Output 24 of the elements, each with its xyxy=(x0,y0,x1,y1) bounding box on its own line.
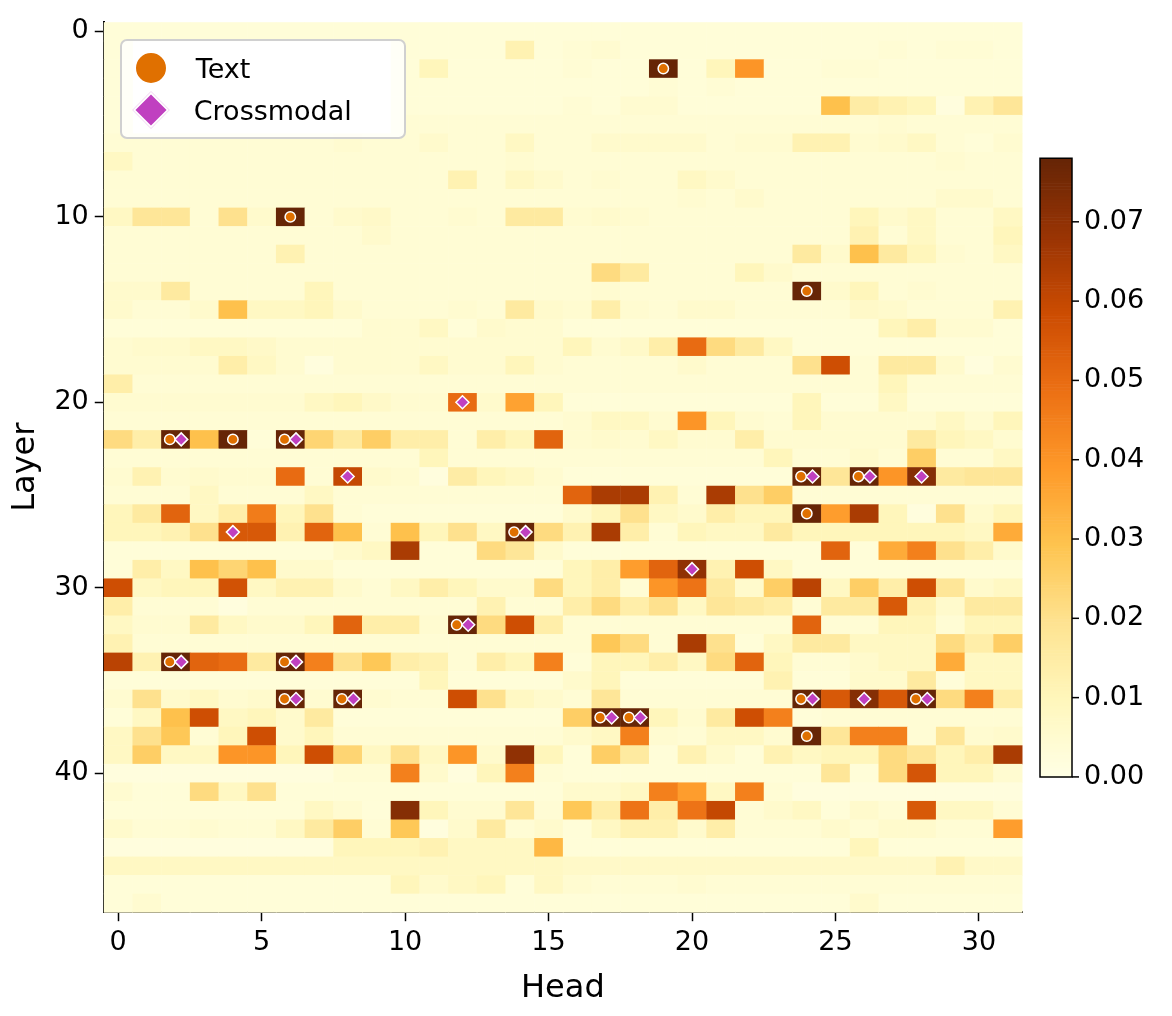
y-tick-label: 20 xyxy=(54,384,89,416)
color-bar-label: 0.00 xyxy=(1084,758,1145,790)
x-tick-label: 0 xyxy=(109,925,127,957)
x-tick-label: 10 xyxy=(387,925,423,957)
x-tick-label: 25 xyxy=(818,925,853,957)
y-tick-label: 30 xyxy=(54,569,89,601)
x-tick-label: 30 xyxy=(961,925,997,957)
x-axis-title: Head xyxy=(521,967,605,1006)
color-bar-label: 0.05 xyxy=(1084,362,1145,394)
y-axis-title: Layer xyxy=(3,421,42,512)
x-tick-label: 5 xyxy=(252,925,271,957)
x-tick-label: 15 xyxy=(531,925,566,957)
color-bar-label: 0.01 xyxy=(1084,679,1145,711)
legend-label: Text xyxy=(195,52,251,84)
y-tick-label: 0 xyxy=(71,13,89,45)
x-tick-label: 20 xyxy=(674,925,710,957)
color-bar-label: 0.06 xyxy=(1084,283,1145,315)
legend-label: Crossmodal xyxy=(193,94,352,126)
color-bar-label: 0.03 xyxy=(1084,521,1145,553)
color-bar-label: 0.04 xyxy=(1084,441,1145,473)
color-bar-label: 0.02 xyxy=(1084,600,1145,632)
y-tick-label: 40 xyxy=(54,755,89,787)
y-tick-label: 10 xyxy=(54,198,89,230)
color-bar-label: 0.07 xyxy=(1084,203,1145,235)
